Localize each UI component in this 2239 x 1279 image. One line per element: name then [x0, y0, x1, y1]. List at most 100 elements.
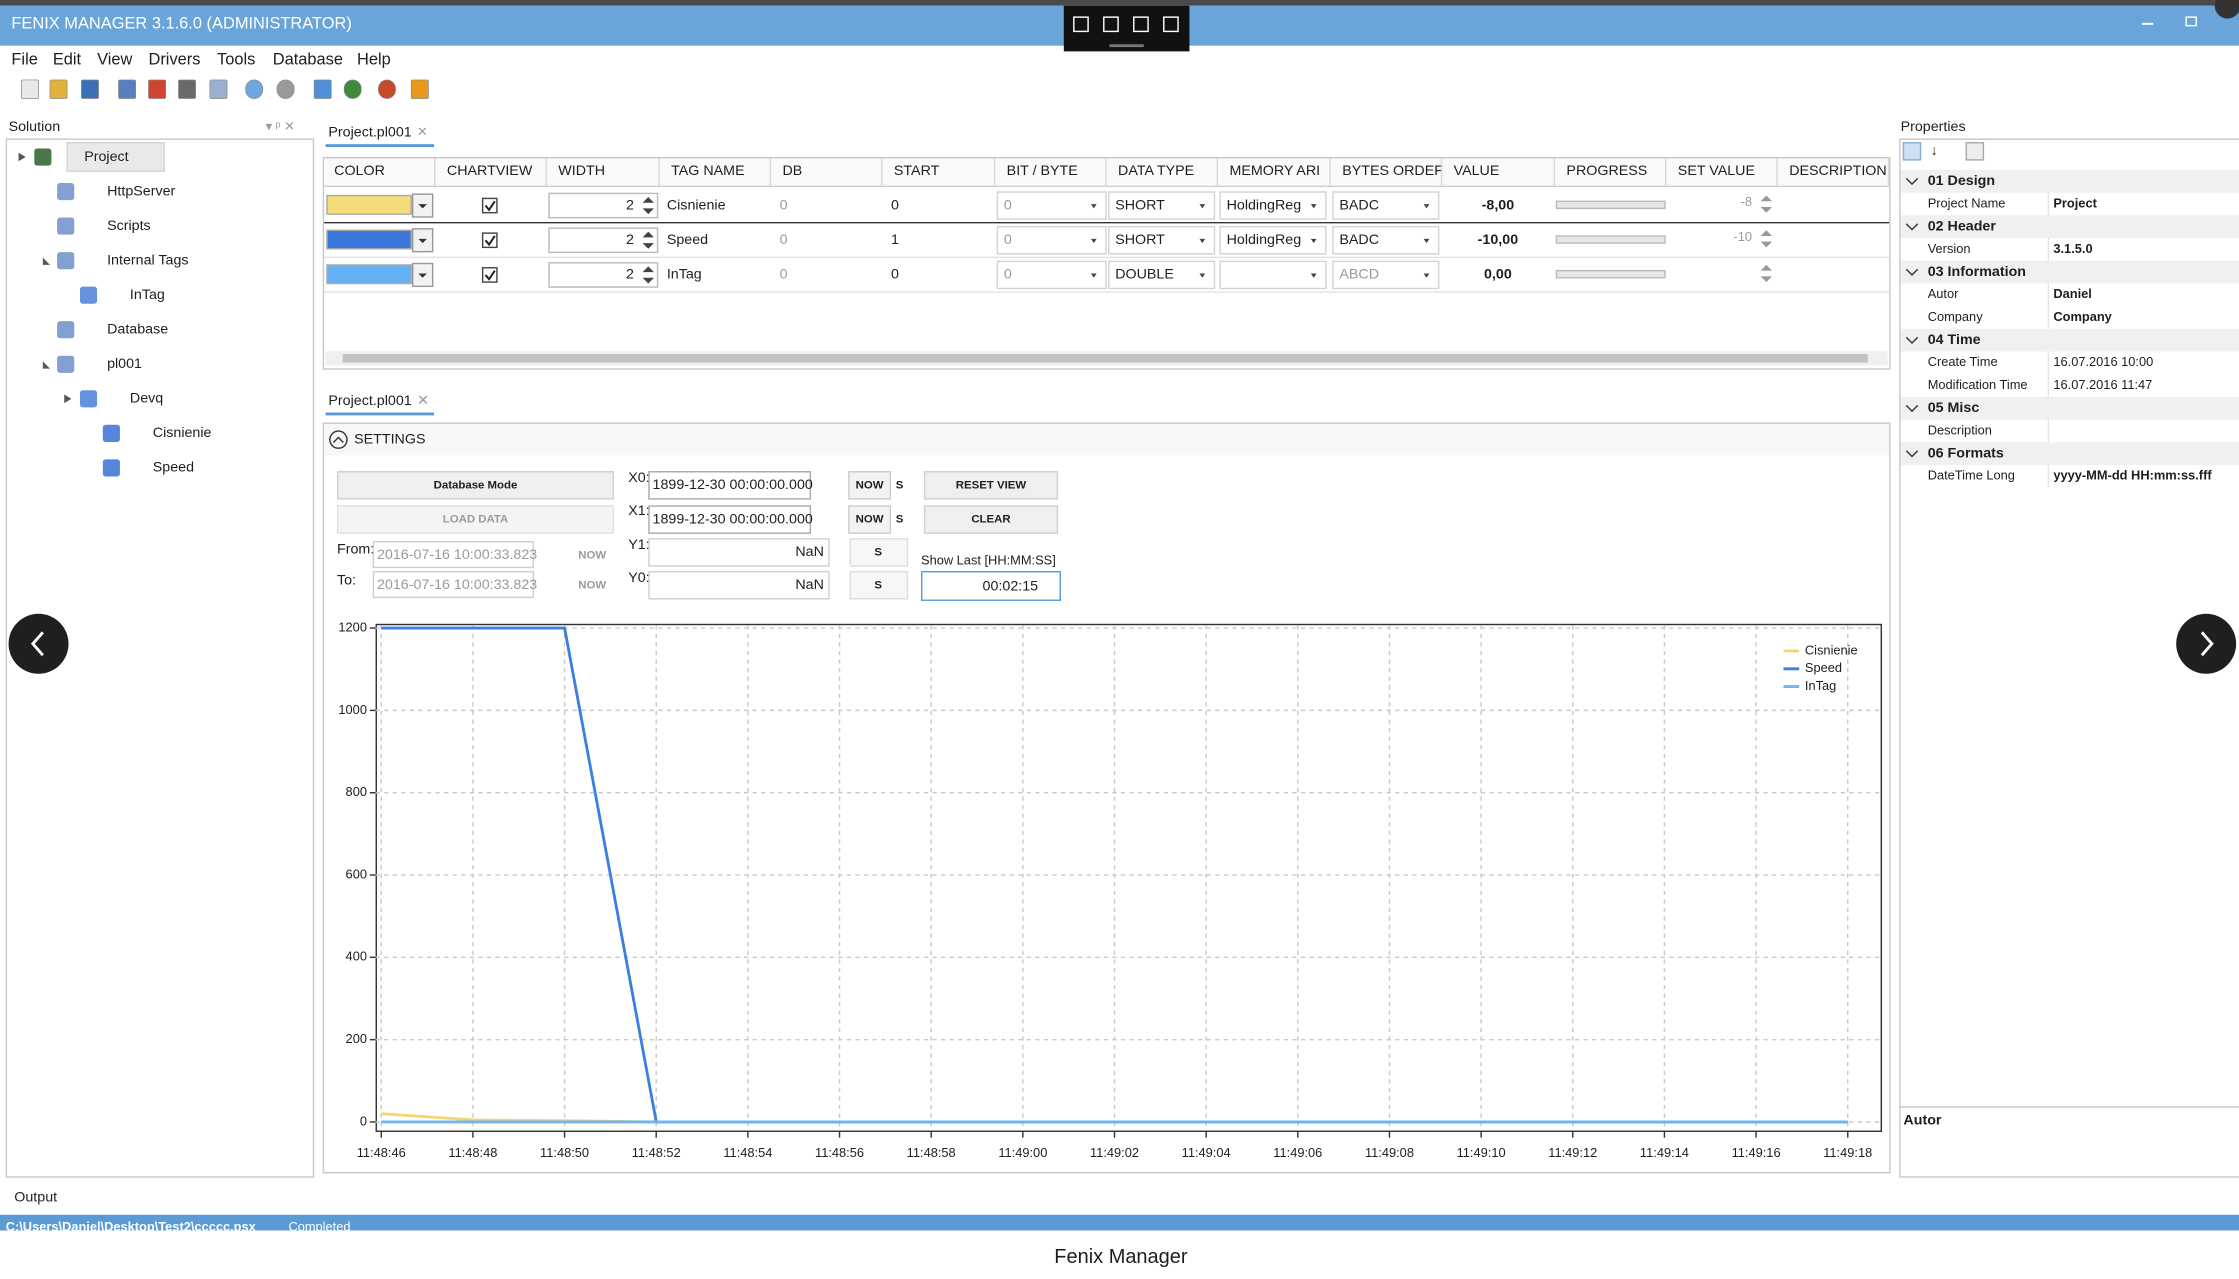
tree-expander[interactable]: [42, 361, 50, 369]
sort-category-button[interactable]: [1902, 142, 1922, 161]
spin-arrows[interactable]: [1760, 230, 1773, 248]
column-header[interactable]: WIDTH: [558, 163, 605, 179]
tree-label[interactable]: Speed: [153, 460, 194, 476]
tree-label[interactable]: Cisnienie: [153, 425, 212, 441]
toolbar-button[interactable]: [378, 79, 396, 99]
combo-box[interactable]: [1332, 191, 1440, 220]
column-header[interactable]: CHARTVIEW: [447, 163, 533, 179]
menu-item[interactable]: Edit: [53, 50, 82, 68]
database-mode-button[interactable]: [336, 471, 615, 500]
combo-box[interactable]: [1219, 260, 1327, 290]
reset-view-button[interactable]: [923, 471, 1059, 500]
toolbar-button[interactable]: [178, 79, 196, 99]
toolbar-button[interactable]: [148, 79, 166, 99]
sort-alpha-button[interactable]: ↓: [1931, 143, 1938, 159]
property-value[interactable]: Project: [2053, 195, 2097, 210]
remote-icon[interactable]: [1073, 16, 1089, 33]
now-button-frame[interactable]: [848, 471, 892, 500]
column-header[interactable]: DATA TYPE: [1118, 163, 1194, 179]
column-header[interactable]: VALUE: [1454, 163, 1500, 179]
section-header[interactable]: [1900, 396, 2239, 420]
legend-label[interactable]: Cisnienie: [1805, 642, 1858, 657]
section-toggle[interactable]: [1905, 223, 1919, 231]
property-pages-button[interactable]: [1965, 142, 1985, 161]
section-toggle[interactable]: [1905, 336, 1919, 345]
column-header[interactable]: PROGRESS: [1566, 163, 1647, 179]
now-button-frame[interactable]: [848, 505, 892, 534]
section-header[interactable]: [1900, 215, 2239, 239]
property-value[interactable]: 16.07.2016 11:47: [2053, 377, 2152, 392]
spin-arrows[interactable]: [1760, 264, 1773, 283]
toolbar-button[interactable]: [118, 79, 137, 99]
combo-box[interactable]: [1332, 260, 1440, 290]
tree-label[interactable]: InTag: [130, 287, 165, 303]
spin-arrows[interactable]: [1760, 195, 1773, 213]
s-button[interactable]: S: [896, 479, 904, 491]
tree-expander[interactable]: [18, 152, 26, 162]
tree-label[interactable]: Database: [107, 322, 168, 338]
prev-button[interactable]: [8, 613, 69, 674]
clear-button[interactable]: [923, 505, 1059, 534]
y1-input[interactable]: [648, 538, 830, 567]
column-header[interactable]: DB: [783, 163, 803, 179]
spin-arrows[interactable]: [642, 196, 654, 215]
settings-header[interactable]: [324, 423, 1890, 456]
property-value[interactable]: Company: [2053, 309, 2112, 324]
menu-item[interactable]: View: [97, 50, 132, 68]
now-button[interactable]: NOW: [856, 479, 884, 491]
remote-icon[interactable]: [1103, 16, 1119, 33]
menu-item[interactable]: File: [11, 50, 37, 68]
show-last-input[interactable]: [921, 570, 1061, 601]
close[interactable]: [2214, 0, 2239, 19]
property-value[interactable]: 16.07.2016 10:00: [2053, 354, 2153, 369]
section-header[interactable]: [1900, 442, 2239, 466]
property-value[interactable]: Daniel: [2053, 286, 2092, 301]
column-header[interactable]: TAG NAME: [671, 163, 744, 179]
load-data-button[interactable]: [336, 505, 615, 534]
tab-close[interactable]: ✕: [417, 393, 429, 409]
s-button[interactable]: S: [874, 546, 882, 558]
toolbar-button[interactable]: [343, 79, 362, 99]
legend-label[interactable]: InTag: [1805, 678, 1836, 693]
h-scroll-thumb[interactable]: [342, 354, 1868, 363]
color-swatch[interactable]: [326, 229, 412, 250]
column-header[interactable]: START: [894, 163, 940, 179]
window-controls[interactable]: [2141, 0, 2239, 27]
panel-pin[interactable]: ▾ ᵖ ✕: [266, 118, 295, 133]
combo-box[interactable]: [1219, 225, 1327, 255]
column-header[interactable]: COLOR: [334, 163, 385, 179]
combo-box[interactable]: [996, 260, 1107, 290]
next-button[interactable]: [2176, 613, 2237, 674]
column-header[interactable]: BIT / BYTE: [1007, 163, 1078, 179]
section-toggle[interactable]: [1905, 268, 1919, 276]
spin-arrows[interactable]: [642, 266, 654, 284]
toolbar-button[interactable]: [81, 79, 99, 99]
tree-label[interactable]: Scripts: [107, 218, 151, 234]
property-value[interactable]: yyyy-MM-dd HH:mm:ss.fff: [2053, 468, 2212, 483]
column-header[interactable]: BYTES ORDEF: [1342, 163, 1443, 179]
menu-item[interactable]: Drivers: [149, 50, 201, 68]
tab-label[interactable]: Project.pl001: [328, 393, 411, 409]
tab-close[interactable]: ✕: [417, 124, 428, 139]
to-input[interactable]: [372, 570, 535, 599]
tab-label[interactable]: Project.pl001: [328, 125, 411, 141]
toolbar-button[interactable]: [209, 79, 228, 99]
combo-box[interactable]: [996, 225, 1107, 255]
s-button[interactable]: S: [896, 514, 904, 526]
column-header[interactable]: SET VALUE: [1678, 163, 1755, 179]
spin-arrows[interactable]: [642, 231, 654, 249]
menu-item[interactable]: Help: [357, 50, 391, 68]
toolbar-button[interactable]: [245, 79, 264, 99]
restore[interactable]: [2185, 16, 2197, 27]
color-swatch[interactable]: [326, 194, 412, 215]
section-header[interactable]: [1900, 328, 2239, 352]
column-header[interactable]: DESCRIPTION: [1789, 163, 1887, 179]
section-toggle[interactable]: [1905, 177, 1919, 186]
s-button-frame[interactable]: [849, 570, 909, 600]
section-toggle[interactable]: [1905, 450, 1919, 458]
combo-box[interactable]: [1108, 225, 1216, 255]
color-swatch[interactable]: [326, 264, 412, 285]
s-button-frame[interactable]: [849, 538, 909, 567]
width-spin[interactable]: [548, 262, 659, 288]
minimize[interactable]: [2141, 22, 2154, 25]
